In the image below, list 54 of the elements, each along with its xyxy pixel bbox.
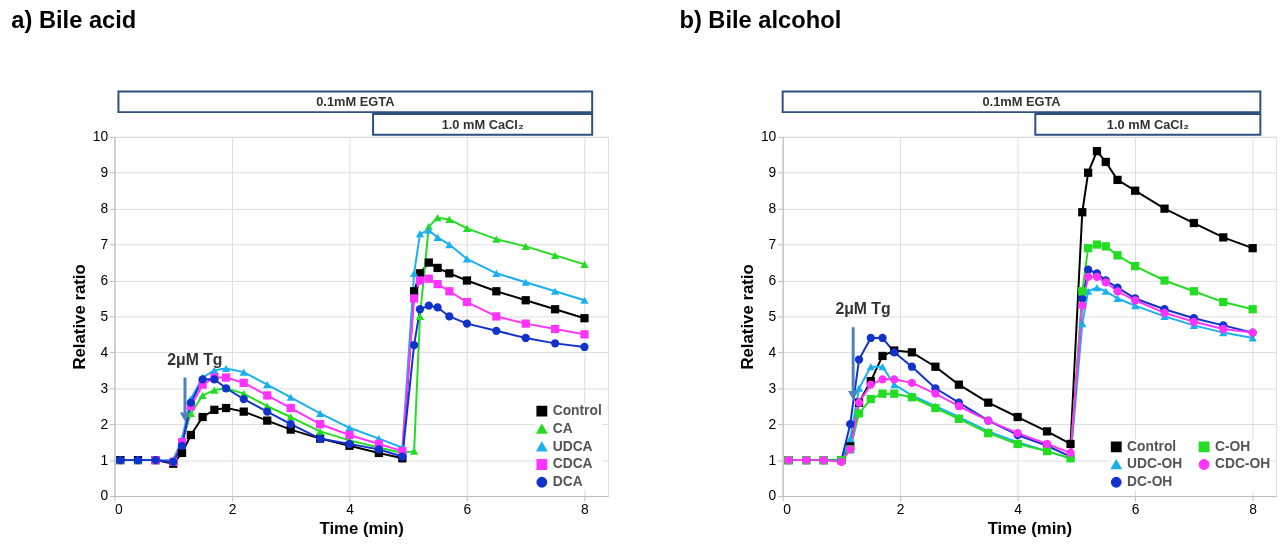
x-tick-label: 4 xyxy=(1014,501,1023,518)
y-axis-title: Relative ratio xyxy=(69,264,89,370)
x-tick-label: 2 xyxy=(896,501,905,518)
legend-label: DCA xyxy=(552,473,583,490)
legend-label: C-OH xyxy=(1214,437,1251,454)
y-tick-label: 0 xyxy=(768,487,777,504)
legend-label: DC-OH xyxy=(1127,473,1173,490)
x-tick-label: 6 xyxy=(463,501,472,518)
x-tick-label: 8 xyxy=(1249,501,1258,518)
y-tick-label: 3 xyxy=(100,379,109,396)
legend-label: Control xyxy=(552,402,602,419)
y-tick-label: 4 xyxy=(768,343,777,360)
y-tick-label: 5 xyxy=(768,307,777,324)
legend-label: Control xyxy=(1127,437,1177,454)
y-tick-label: 0 xyxy=(100,487,109,504)
text: 1.0 mM CaCl₂ xyxy=(441,116,524,132)
y-tick-label: 9 xyxy=(100,164,109,181)
y-tick-label: 2 xyxy=(100,415,109,432)
legend-label: UDCA xyxy=(552,437,593,454)
chart-title: a) Bile acid xyxy=(11,7,137,34)
text: 1.0 mM CaCl₂ xyxy=(1106,116,1190,132)
legend-label: CA xyxy=(552,419,573,436)
legend-label: CDC-OH xyxy=(1214,455,1271,472)
text: 0.1mM EGTA xyxy=(982,94,1061,110)
y-tick-label: 8 xyxy=(768,200,777,217)
x-tick-label: 0 xyxy=(114,501,123,518)
annotation: 2μM Tg xyxy=(167,350,223,368)
y-tick-label: 10 xyxy=(92,128,109,145)
text: 0.1mM EGTA xyxy=(316,94,395,110)
y-tick-label: 8 xyxy=(100,200,109,217)
y-tick-label: 9 xyxy=(768,164,777,181)
x-tick-label: 2 xyxy=(228,501,237,518)
y-tick-label: 1 xyxy=(768,451,777,468)
legend-label: UDC-OH xyxy=(1127,455,1183,472)
y-axis-title: Relative ratio xyxy=(737,264,757,370)
y-tick-label: 7 xyxy=(100,236,109,253)
y-tick-label: 4 xyxy=(100,343,109,360)
y-tick-label: 5 xyxy=(100,307,109,324)
x-axis-title: Time (min) xyxy=(987,519,1073,539)
y-tick-label: 7 xyxy=(768,236,777,253)
y-tick-label: 6 xyxy=(100,271,109,288)
y-tick-label: 2 xyxy=(768,415,777,432)
y-tick-label: 1 xyxy=(100,451,109,468)
y-tick-label: 10 xyxy=(760,128,777,145)
x-tick-label: 0 xyxy=(783,501,792,518)
y-tick-label: 6 xyxy=(768,271,777,288)
y-tick-label: 3 xyxy=(768,379,777,396)
annotation: 2μM Tg xyxy=(835,300,891,318)
x-tick-label: 6 xyxy=(1131,501,1140,518)
x-axis-title: Time (min) xyxy=(319,519,404,539)
x-tick-label: 4 xyxy=(346,501,355,518)
x-tick-label: 8 xyxy=(581,501,590,518)
chart-title: b) Bile alcohol xyxy=(679,7,842,34)
legend-label: CDCA xyxy=(552,455,593,472)
